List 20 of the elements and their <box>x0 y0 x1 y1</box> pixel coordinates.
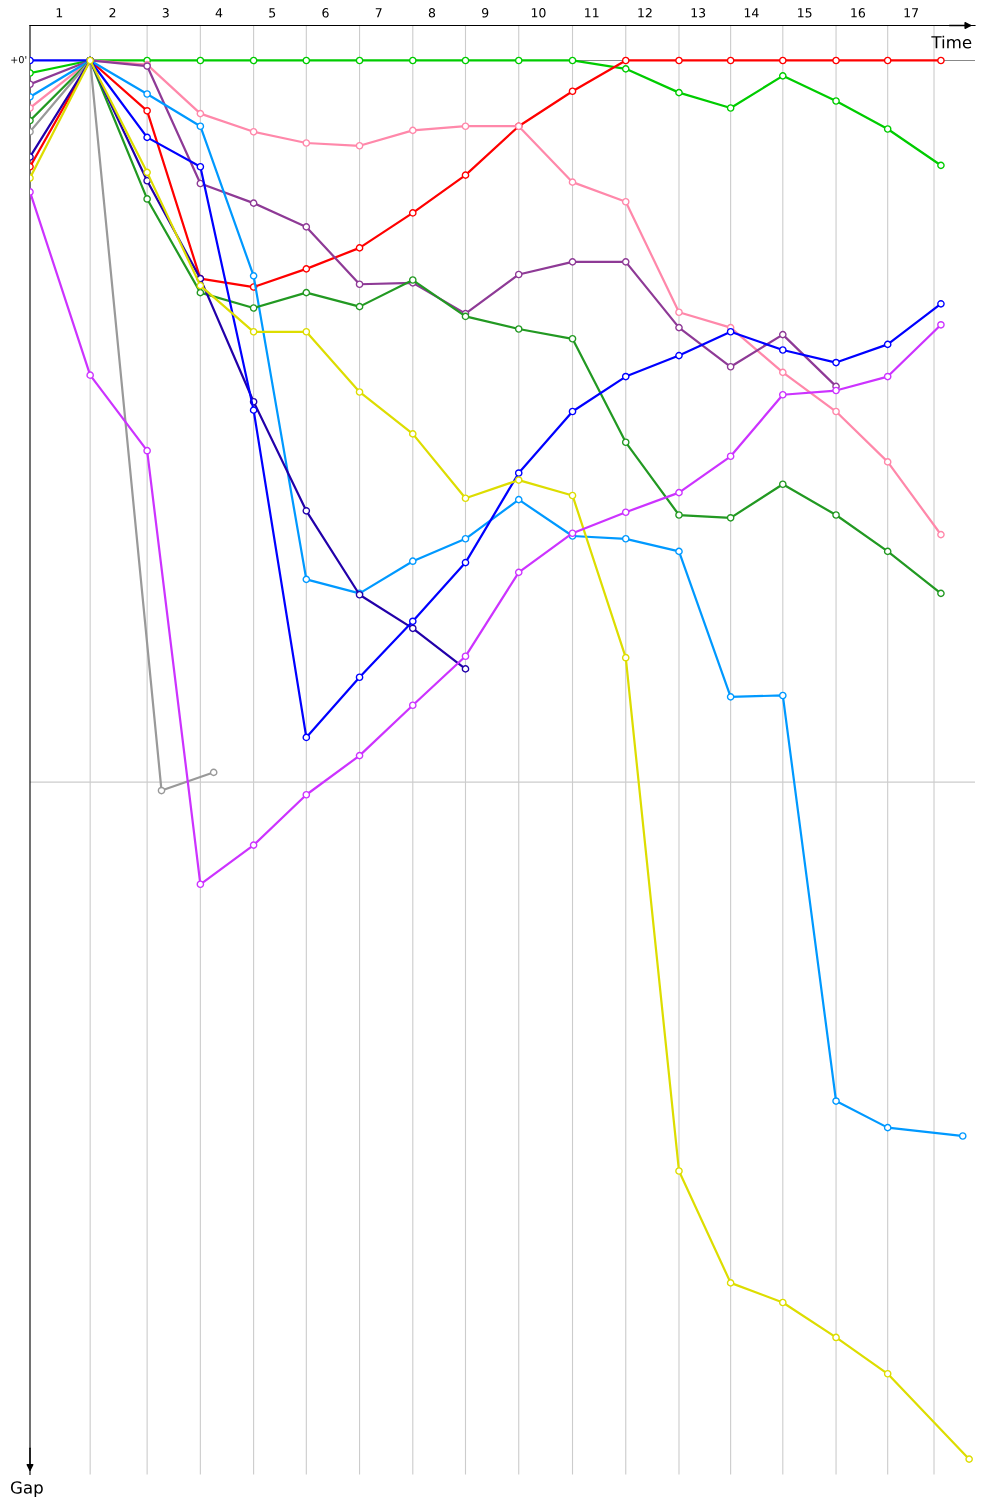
x-tick-label: 7 <box>375 8 382 18</box>
x-tick-label: 10 <box>531 8 546 18</box>
text: +0' <box>11 55 27 64</box>
x-tick-label: 9 <box>482 8 489 18</box>
x-tick-label: 2 <box>109 8 116 18</box>
y-axis-title: Gap <box>10 1481 43 1497</box>
x-tick-label: 11 <box>585 8 599 18</box>
x-axis-title: Time <box>931 35 972 49</box>
x-tick-label: 17 <box>904 8 918 18</box>
x-tick-label: 6 <box>322 8 329 18</box>
x-tick-label: 16 <box>851 8 866 18</box>
x-tick-label: 13 <box>691 8 706 18</box>
x-tick-label: 1 <box>56 8 63 18</box>
x-tick-label: 3 <box>162 8 169 18</box>
x-tick-label: 5 <box>269 8 276 18</box>
x-tick-label: 15 <box>798 8 812 18</box>
x-tick-label: 8 <box>428 8 436 18</box>
x-tick-label: 4 <box>215 8 223 18</box>
x-tick-label: 12 <box>638 8 652 18</box>
x-tick-label: 14 <box>744 8 759 18</box>
